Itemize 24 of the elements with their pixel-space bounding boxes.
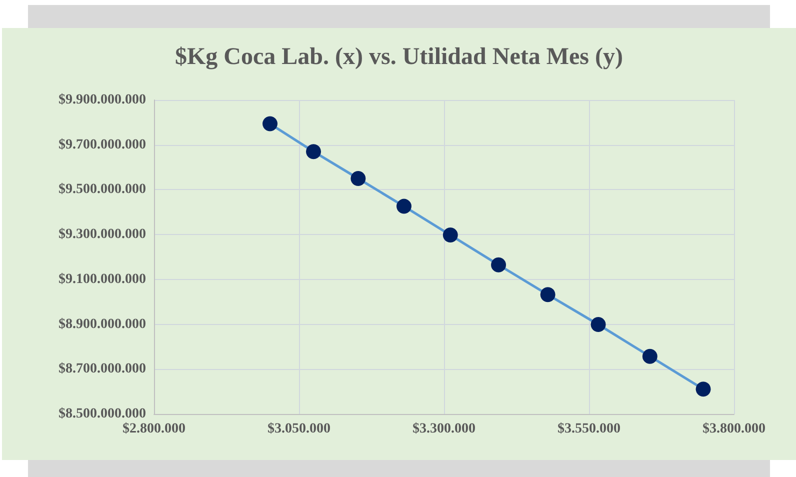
y-tick-label: $9.900.000.000 <box>58 92 146 108</box>
point <box>442 228 458 243</box>
y-tick-label: $9.100.000.000 <box>58 272 146 287</box>
point <box>306 144 321 160</box>
y-tick-label: $9.700.000.000 <box>58 137 146 152</box>
y-tick-label: $8.700.000.000 <box>58 362 146 377</box>
x-tick-label: $3.050.000 <box>268 422 330 436</box>
point <box>642 348 658 364</box>
point <box>262 116 278 132</box>
point <box>590 317 606 332</box>
x-tick-label: $2.800.000 <box>122 422 186 436</box>
point <box>491 257 506 272</box>
point <box>696 382 711 397</box>
point <box>350 171 366 186</box>
point <box>540 287 556 302</box>
x-tick-label: $3.550.000 <box>558 422 620 436</box>
x-tick-label: $3.300.000 <box>412 422 476 436</box>
y-tick-label: $9.500.000.000 <box>58 182 146 198</box>
y-tick-label: $8.500.000.000 <box>58 406 146 422</box>
y-tick-label: $9.300.000.000 <box>58 227 146 242</box>
y-tick-label: $8.900.000.000 <box>58 316 146 332</box>
point <box>396 198 412 214</box>
x-tick-label: $3.800.000 <box>702 422 766 436</box>
chart-title: $Kg Coca Lab. (x) vs. Utilidad Neta Mes (y) <box>175 44 623 70</box>
